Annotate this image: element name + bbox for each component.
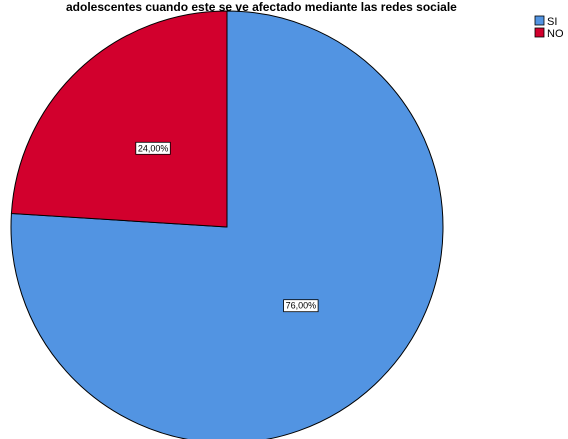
- pie-slices: [10, 10, 444, 439]
- data-labels: 76,00% 24,00%: [135, 141, 319, 313]
- data-label-si: 76,00%: [286, 301, 317, 311]
- legend-swatch-si: [534, 15, 545, 26]
- data-label-box-si: [283, 299, 319, 313]
- data-label-box-no: [135, 141, 171, 155]
- legend-swatch-no: [534, 27, 545, 38]
- data-label-no: 24,00%: [138, 143, 169, 153]
- chart-title: adolescentes cuando este se ve afectado …: [66, 0, 457, 14]
- legend-label-si: SI: [547, 16, 557, 28]
- pie-slice-no: [10, 10, 228, 228]
- legend-label-no: NO: [547, 28, 564, 40]
